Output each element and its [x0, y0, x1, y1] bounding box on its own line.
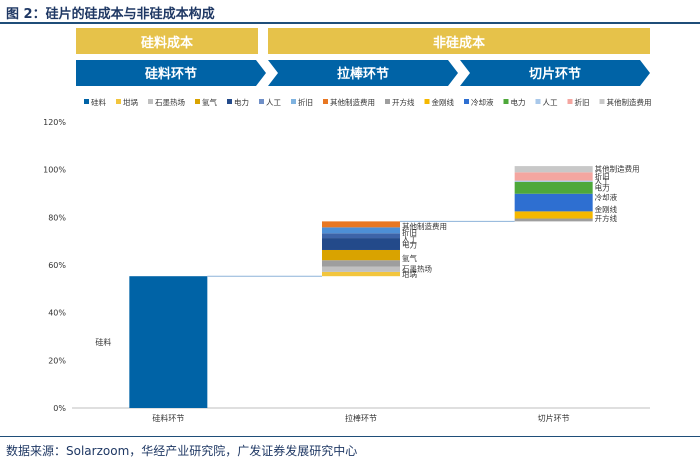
legend-label: 电力	[234, 97, 249, 107]
stage-arrow-2	[268, 60, 458, 86]
bar-segment	[322, 266, 400, 272]
legend-swatch	[291, 99, 296, 104]
stage-arrow-label: 拉棒环节	[337, 66, 389, 82]
legend-swatch	[464, 99, 469, 104]
legend-swatch	[567, 99, 573, 104]
segment-label: 其他制造费用	[595, 163, 640, 173]
legend-swatch	[503, 99, 509, 104]
bar-segment	[514, 218, 593, 222]
y-tick-label: 40%	[48, 309, 66, 318]
legend-label: 其他制造费用	[330, 97, 375, 107]
title-rule	[0, 22, 700, 24]
bar-segment	[514, 166, 593, 173]
segment-label: 电力	[402, 240, 417, 250]
bar-segment	[322, 260, 400, 267]
segment-label: 氩气	[402, 253, 417, 263]
segment-label: 折旧	[402, 227, 417, 237]
bar-segment	[514, 211, 593, 219]
silicon-cost-box: 硅料成本	[76, 28, 258, 54]
legend-swatch	[84, 99, 89, 104]
legend-label: 其他制造费用	[607, 97, 652, 107]
legend-swatch	[116, 99, 121, 104]
legend-label: 金刚线	[432, 97, 455, 107]
legend-label: 氩气	[202, 97, 217, 107]
legend-swatch	[323, 99, 328, 104]
legend-label: 开方线	[392, 97, 415, 107]
stage-arrow-1	[76, 60, 266, 86]
x-category-label: 硅料环节	[152, 413, 184, 423]
bar-segment	[322, 221, 400, 228]
legend-label: 折旧	[298, 97, 313, 107]
legend-label: 电力	[511, 97, 526, 107]
bar-segment	[514, 193, 593, 212]
segment-label: 坩埚	[402, 269, 417, 279]
y-tick-label: 20%	[48, 356, 66, 365]
legend-swatch	[259, 99, 264, 104]
segment-label: 石墨热场	[402, 264, 432, 274]
bar-segment	[322, 227, 400, 234]
legend-swatch	[385, 99, 390, 104]
segment-label: 人工	[595, 177, 610, 186]
segment-label: 电力	[595, 182, 610, 192]
bar-segment	[514, 181, 593, 194]
bar-segment	[322, 238, 400, 250]
legend-label: 石墨热场	[155, 97, 185, 107]
y-tick-label: 60%	[48, 261, 66, 270]
segment-label: 开方线	[595, 213, 618, 223]
legend-swatch	[227, 99, 232, 104]
y-tick-label: 100%	[43, 166, 66, 175]
legend-swatch	[195, 99, 200, 104]
y-tick-label: 80%	[48, 213, 66, 222]
y-tick-label: 120%	[43, 118, 66, 127]
stage-arrow-3	[460, 60, 650, 86]
non-silicon-cost-box: 非硅成本	[268, 28, 650, 54]
legend-swatch	[148, 99, 153, 104]
x-category-label: 切片环节	[538, 413, 570, 423]
bar-segment	[514, 180, 593, 182]
bar-segment	[322, 233, 400, 239]
legend-label: 硅料	[91, 97, 106, 107]
stage-arrow-label: 硅料环节	[145, 66, 197, 82]
segment-label: 硅料	[95, 337, 111, 347]
segment-label: 其他制造费用	[402, 221, 447, 231]
x-category-label: 拉棒环节	[345, 413, 377, 423]
bar-segment	[129, 276, 208, 408]
legend-label: 人工	[266, 98, 281, 107]
legend-label: 坩埚	[123, 97, 138, 107]
segment-label: 人工	[402, 235, 417, 244]
segment-label: 金刚线	[595, 204, 618, 214]
bar-segment	[322, 249, 400, 261]
source-note: 数据来源：Solarzoom，华经产业研究院，广发证券发展研究中心	[6, 444, 358, 458]
legend-swatch	[424, 99, 430, 104]
figure-title: 图 2：硅片的硅成本与非硅成本构成	[6, 7, 215, 22]
legend-label: 冷却液	[471, 97, 494, 107]
source-rule	[0, 436, 700, 437]
bar-segment	[322, 271, 400, 277]
legend-swatch	[599, 99, 605, 104]
segment-label: 冷却液	[595, 192, 618, 202]
stage-arrow-label: 切片环节	[529, 66, 581, 82]
bar-segment	[514, 172, 593, 181]
legend-label: 折旧	[575, 97, 590, 107]
segment-label: 折旧	[595, 171, 610, 181]
legend-label: 人工	[543, 98, 558, 107]
y-tick-label: 0%	[53, 404, 66, 413]
legend-swatch	[535, 99, 541, 104]
